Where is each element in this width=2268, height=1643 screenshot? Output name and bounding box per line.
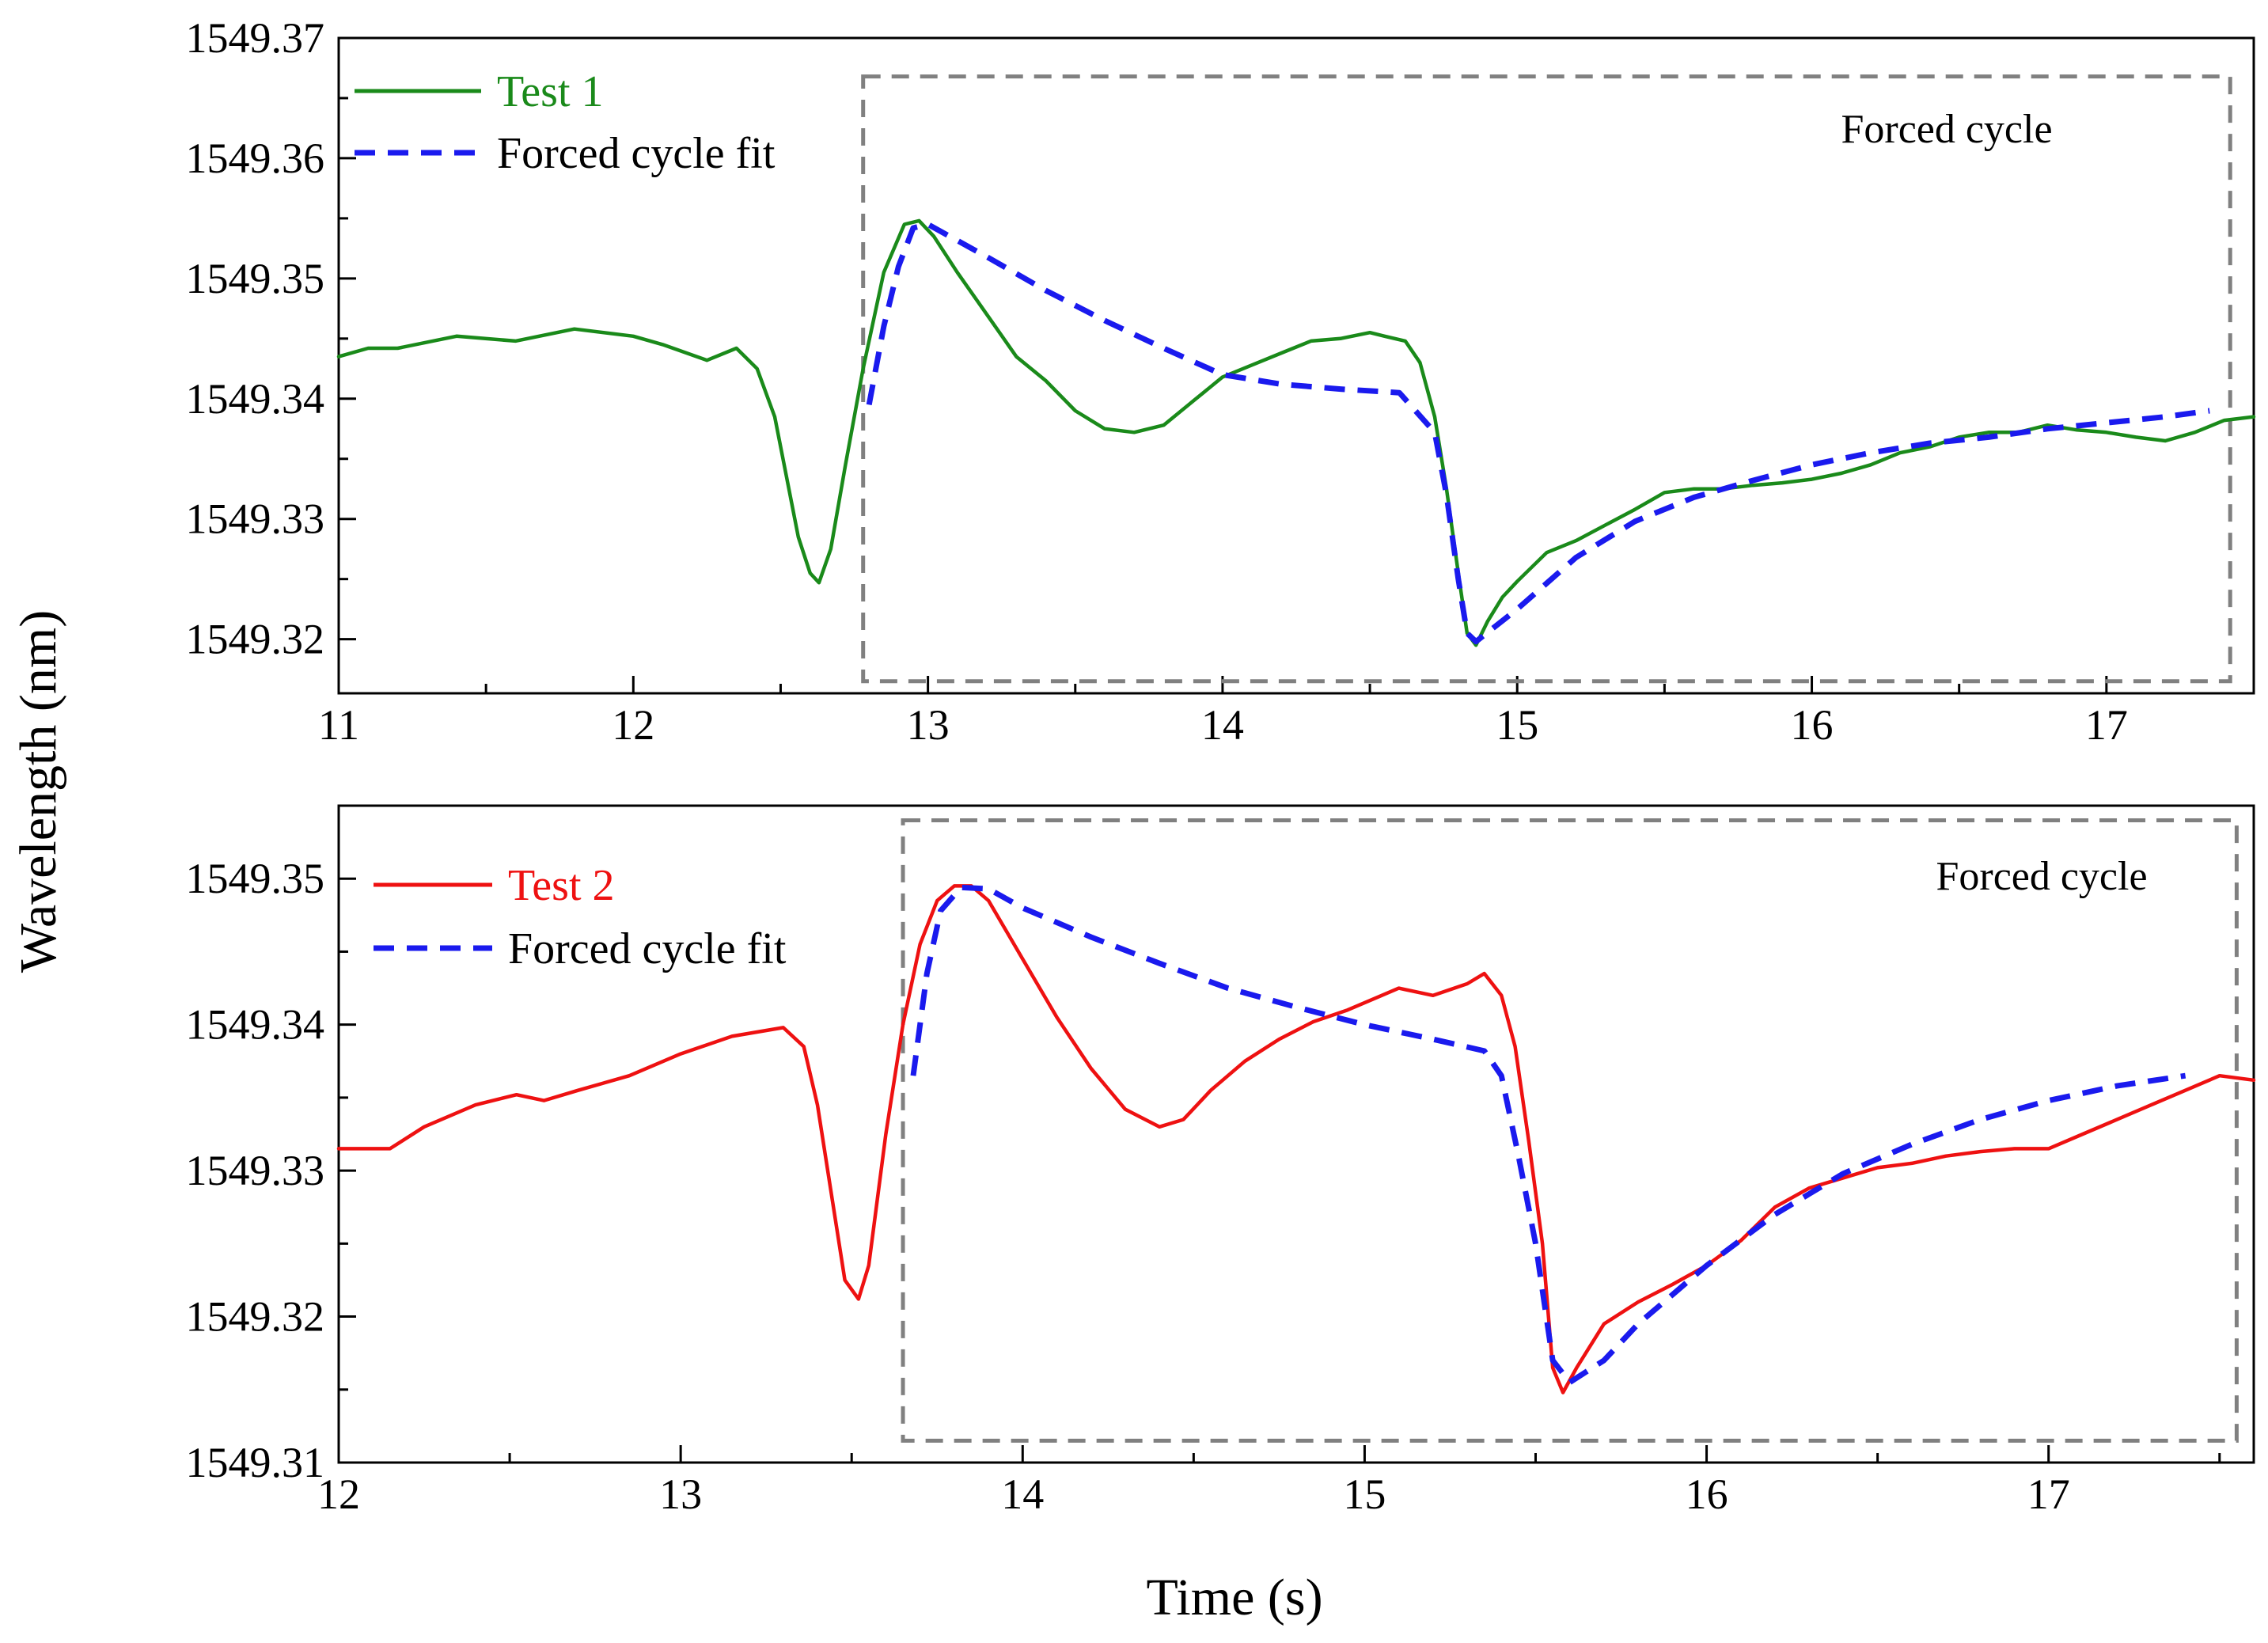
legend-label: Forced cycle fit	[497, 129, 776, 178]
legend-label: Test 1	[497, 67, 604, 116]
forced-cycle-box	[861, 74, 2232, 684]
y-tick-label: 1549.31	[186, 1439, 325, 1486]
x-tick-label: 13	[907, 701, 950, 749]
x-tick-label: 15	[1496, 701, 1538, 749]
y-tick-label: 1549.35	[186, 855, 325, 902]
forced-cycle-label: Forced cycle	[1841, 107, 2052, 152]
forced-cycle-label: Forced cycle	[1936, 854, 2147, 899]
y-tick-label: 1549.34	[186, 1001, 325, 1049]
fit-series-line	[910, 884, 2186, 1386]
y-tick-label: 1549.33	[186, 495, 325, 543]
forced-cycle-box	[901, 818, 2239, 1443]
x-tick-label: 13	[659, 1470, 702, 1518]
x-axis-title: Time (s)	[1146, 1569, 1322, 1626]
x-tick-label: 12	[317, 1470, 360, 1518]
x-tick-label: 12	[612, 701, 654, 749]
y-tick-label: 1549.32	[186, 616, 325, 663]
plot-frame	[337, 804, 2255, 1464]
x-tick-label: 17	[2027, 1470, 2070, 1518]
legend-label: Forced cycle fit	[508, 924, 787, 973]
plot-frame	[337, 36, 2255, 695]
y-tick-label: 1549.33	[186, 1147, 325, 1194]
x-tick-label: 17	[2085, 701, 2128, 749]
x-tick-label: 16	[1791, 701, 1834, 749]
x-tick-label: 16	[1686, 1470, 1728, 1518]
fit-series-line	[866, 222, 2210, 645]
y-tick-label: 1549.35	[186, 255, 325, 302]
y-tick-label: 1549.36	[186, 135, 325, 182]
x-tick-label: 14	[1201, 701, 1244, 749]
panel-bottom: 12 13 14 15 16 17 1549.31 1549.32 1549.33 1549.34…	[186, 804, 2256, 1518]
measured-series-line	[336, 218, 2256, 647]
y-tick-label: 1549.37	[186, 14, 325, 62]
y-tick-label: 1549.32	[186, 1293, 325, 1341]
legend-label: Test 2	[508, 861, 615, 910]
measured-series-line	[336, 884, 2256, 1394]
panel-top: 11 12 13 14 15 16 17 1549.32 1549.33 1549.34 1549.…	[186, 14, 2256, 749]
x-tick-label: 15	[1343, 1470, 1386, 1518]
y-tick-label: 1549.34	[186, 375, 325, 423]
x-tick-label: 11	[318, 701, 359, 749]
x-tick-label: 14	[1001, 1470, 1044, 1518]
y-axis-title: Wavelength (nm)	[9, 610, 67, 973]
